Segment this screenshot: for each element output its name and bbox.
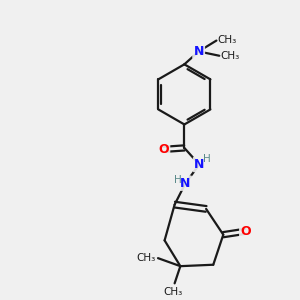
Text: N: N xyxy=(180,177,191,190)
Text: CH₃: CH₃ xyxy=(136,253,156,262)
Text: H: H xyxy=(203,154,211,164)
Text: O: O xyxy=(240,225,251,238)
Text: N: N xyxy=(194,158,204,171)
Text: CH₃: CH₃ xyxy=(221,51,240,61)
Text: O: O xyxy=(158,143,169,156)
Text: CH₃: CH₃ xyxy=(164,287,183,297)
Text: H: H xyxy=(174,175,182,185)
Text: CH₃: CH₃ xyxy=(218,35,237,45)
Text: N: N xyxy=(194,45,204,58)
